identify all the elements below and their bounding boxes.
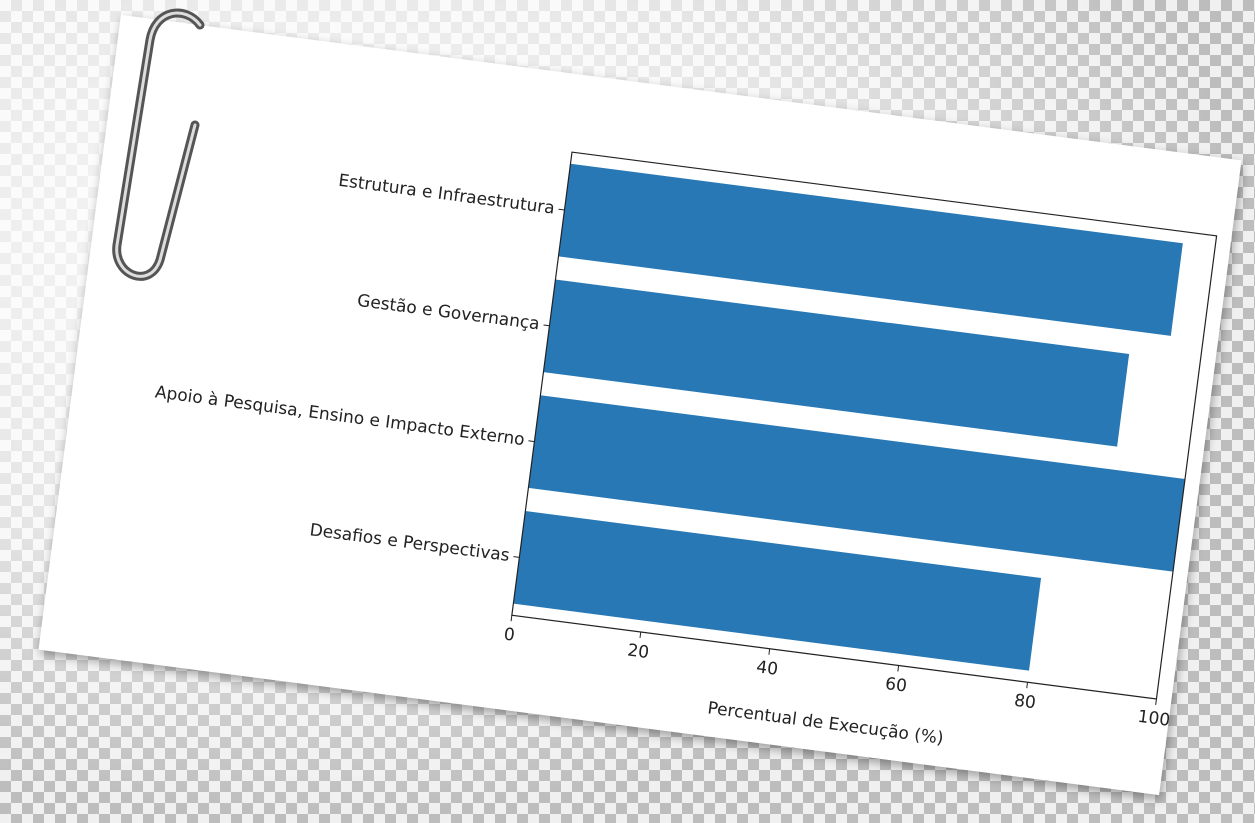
y-tick: [558, 208, 565, 211]
clip-highlight: [115, 11, 202, 278]
x-tick: [639, 631, 642, 639]
card: Percentual de Execução (%) Estrutura e I…: [38, 14, 1242, 796]
paperclip: [112, 8, 205, 281]
x-tick-label: 60: [884, 674, 908, 697]
x-tick: [1155, 698, 1157, 705]
x-tick: [510, 615, 513, 622]
y-tick: [513, 556, 520, 558]
y-tick: [528, 440, 535, 443]
x-tick: [897, 665, 900, 672]
x-tick: [768, 648, 771, 655]
chart: Percentual de Execução (%) Estrutura e I…: [154, 151, 1218, 749]
clip-wire: [112, 8, 205, 281]
y-tick-label: Desafios e Perspectivas: [309, 520, 511, 566]
bar: [558, 163, 1183, 336]
bar: [513, 511, 1042, 671]
bar: [528, 395, 1186, 572]
axes-frame: [511, 151, 1218, 700]
x-axis-label: Percentual de Execução (%): [706, 698, 944, 748]
bar: [543, 279, 1130, 447]
y-tick: [543, 324, 550, 327]
x-tick-label: 40: [755, 657, 779, 680]
x-tick: [1026, 682, 1029, 689]
y-tick-label: Gestão e Governança: [356, 291, 541, 335]
y-tick-label: Estrutura e Infraestrutura: [337, 171, 556, 219]
x-tick-label: 100: [1136, 707, 1171, 731]
x-tick-label: 80: [1013, 691, 1037, 714]
x-tick-label: 20: [626, 641, 650, 664]
x-tick-label: 0: [503, 624, 516, 645]
y-tick-label: Apoio à Pesquisa, Ensino e Impacto Exter…: [154, 382, 526, 450]
